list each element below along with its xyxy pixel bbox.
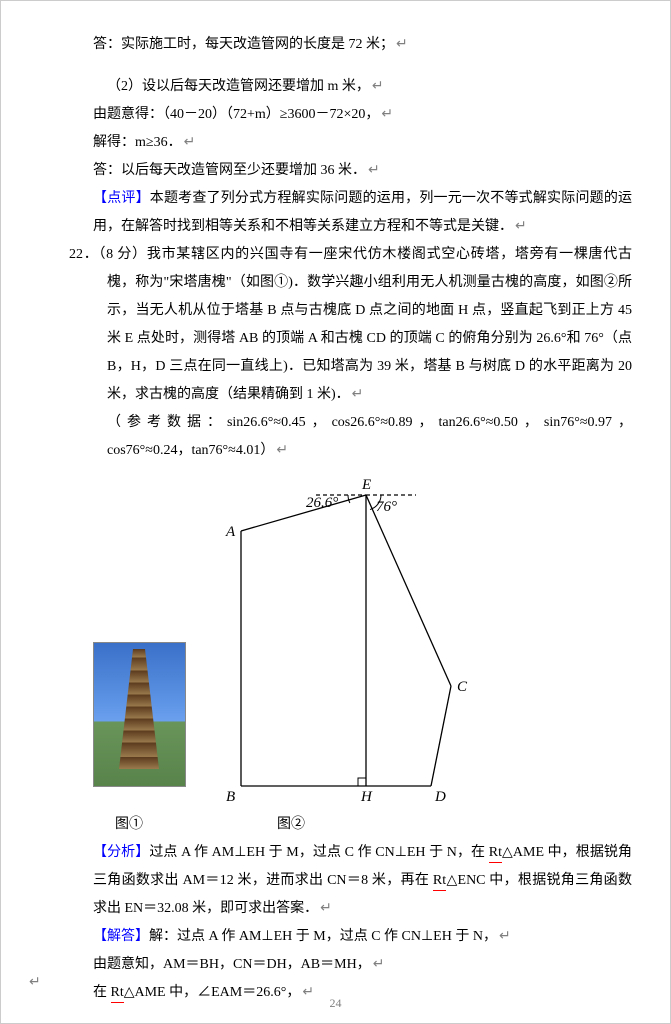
answer-line-2: 答：以后每天改造管网至少还要增加 36 米．↵ <box>93 157 632 185</box>
svg-text:26.6°: 26.6° <box>306 495 338 511</box>
solve-line: 解得：m≥36．↵ <box>93 129 632 157</box>
caption-2: 图② <box>213 811 305 839</box>
svg-text:76°: 76° <box>376 499 397 515</box>
sub2-setup: （2）设以后每天改造管网还要增加 m 米，↵ <box>107 73 632 101</box>
svg-text:H: H <box>360 789 373 805</box>
page-number: 24 <box>330 991 342 1015</box>
return-mark: ↵ <box>352 387 364 402</box>
sol-body: 解：过点 A 作 AM⊥EH 于 M，过点 C 作 CN⊥EH 于 N， <box>149 929 497 944</box>
t1: 过点 A 作 AM⊥EH 于 M，过点 C 作 CN⊥EH 于 N，在 <box>149 845 488 860</box>
svg-text:B: B <box>226 789 235 805</box>
question-22: 22．（8 分）我市某辖区内的兴国寺有一座宋代仿木楼阁式空心砖塔，塔旁有一棵唐代… <box>107 241 632 409</box>
figure-captions: 图① 图② <box>93 811 632 839</box>
ref-data: （参考数据：sin26.6°≈0.45，cos26.6°≈0.89，tan26.… <box>107 409 632 465</box>
answer-line-1: 答：实际施工时，每天改造管网的长度是 72 米；↵ <box>93 31 632 59</box>
solution-tag: 【解答】 <box>93 929 149 944</box>
solution-para: 【解答】解：过点 A 作 AM⊥EH 于 M，过点 C 作 CN⊥EH 于 N，… <box>93 923 632 951</box>
comment-body: 本题考查了列分式方程解实际问题的运用，列一元一次不等式解实际问题的运用，在解答时… <box>93 191 632 234</box>
return-mark: ↵ <box>276 443 288 458</box>
geometry-diagram: A B E H D C 26.6° 76° <box>216 471 506 809</box>
diagram-svg: A B E H D C 26.6° 76° <box>216 471 506 809</box>
given-text: 由题意知，AM＝BH，CN＝DH，AB＝MH， <box>93 957 371 972</box>
figure-row: A B E H D C 26.6° 76° <box>93 471 632 809</box>
rt1: Rt <box>489 845 502 863</box>
caption-1: 图① <box>93 811 213 839</box>
svg-text:A: A <box>225 524 236 540</box>
return-mark: ↵ <box>320 901 332 916</box>
svg-text:D: D <box>434 789 446 805</box>
comment-tag: 【点评】 <box>93 191 150 206</box>
text: 答：实际施工时，每天改造管网的长度是 72 米； <box>93 37 394 52</box>
return-mark: ↵ <box>499 929 511 944</box>
return-mark: ↵ <box>368 163 380 178</box>
given-line: 由题意知，AM＝BH，CN＝DH，AB＝MH，↵ <box>93 951 632 979</box>
svg-text:E: E <box>361 477 371 493</box>
analysis-tag: 【分析】 <box>93 845 149 860</box>
return-mark: ↵ <box>396 37 408 52</box>
ref-text: （参考数据：sin26.6°≈0.45，cos26.6°≈0.89，tan26.… <box>107 415 632 458</box>
r1: 在 <box>93 985 111 1000</box>
return-mark: ↵ <box>373 957 385 972</box>
analysis-para: 【分析】过点 A 作 AM⊥EH 于 M，过点 C 作 CN⊥EH 于 N，在 … <box>93 839 632 923</box>
r2: △AME 中，∠EAM＝26.6°， <box>124 985 301 1000</box>
return-mark: ↵ <box>381 107 393 122</box>
q22-text: 22．（8 分）我市某辖区内的兴国寺有一座宋代仿木楼阁式空心砖塔，塔旁有一棵唐代… <box>69 247 632 402</box>
text: 答：以后每天改造管网至少还要增加 36 米． <box>93 163 366 178</box>
comment-para: 【点评】本题考查了列分式方程解实际问题的运用，列一元一次不等式解实际问题的运用，… <box>93 185 632 241</box>
page-body: 答：实际施工时，每天改造管网的长度是 72 米；↵ （2）设以后每天改造管网还要… <box>1 1 670 1017</box>
text: （2）设以后每天改造管网还要增加 m 米， <box>107 79 370 94</box>
return-mark: ↵ <box>302 985 314 1000</box>
return-mark: ↵ <box>515 219 527 234</box>
return-mark: ↵ <box>184 135 196 150</box>
text: 由题意得：（40－20）（72+m）≥3600－72×20， <box>93 107 379 122</box>
svg-text:C: C <box>457 679 468 695</box>
rt-line: 在 Rt△AME 中，∠EAM＝26.6°，↵ <box>93 979 632 1007</box>
rt2: Rt <box>433 873 446 891</box>
rt3: Rt <box>111 985 124 1003</box>
corner-return-mark: ↵ <box>29 969 41 997</box>
inequality-line: 由题意得：（40－20）（72+m）≥3600－72×20，↵ <box>93 101 632 129</box>
return-mark: ↵ <box>372 79 384 94</box>
text: 解得：m≥36． <box>93 135 182 150</box>
pagoda-photo <box>93 642 186 787</box>
